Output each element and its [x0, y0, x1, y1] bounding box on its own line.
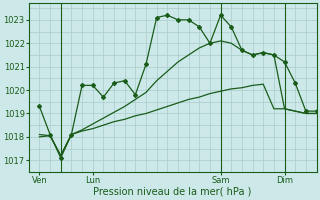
X-axis label: Pression niveau de la mer( hPa ): Pression niveau de la mer( hPa ) [93, 187, 252, 197]
